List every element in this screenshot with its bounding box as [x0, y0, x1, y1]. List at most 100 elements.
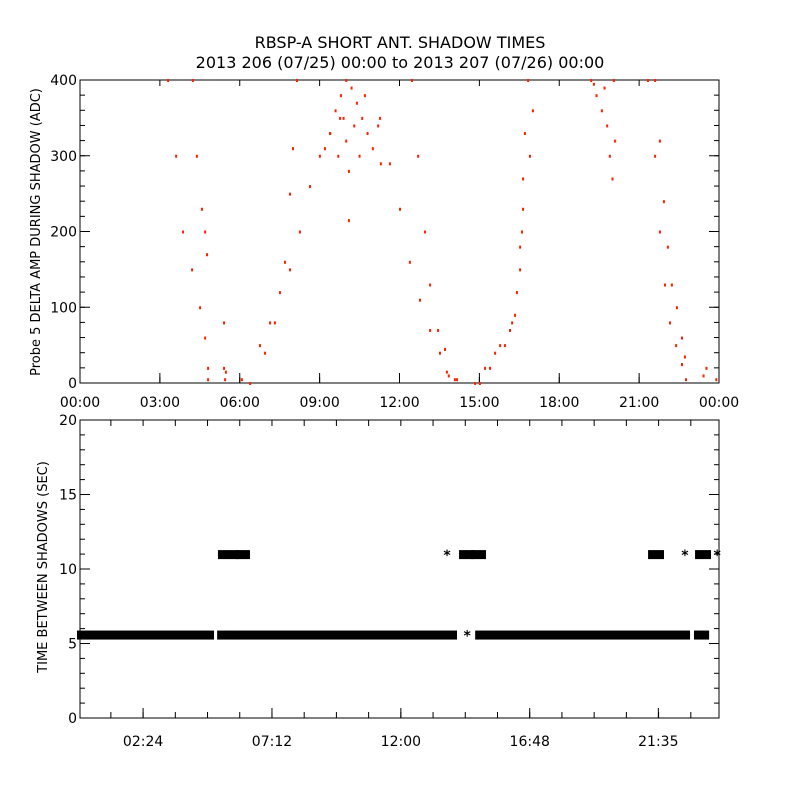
y-tick-label: 5: [68, 637, 77, 653]
data-point: [611, 177, 614, 181]
data-point: [508, 328, 511, 332]
data-point: [339, 94, 342, 98]
data-point: [345, 139, 348, 143]
data-point: [445, 370, 448, 374]
data-point: [350, 86, 353, 90]
data-point: [592, 82, 595, 86]
data-point: [284, 260, 287, 264]
x-tick-label: 03:00: [140, 395, 180, 411]
asterisk-marker: *: [443, 548, 451, 564]
data-point: [411, 79, 414, 82]
data-point: [199, 306, 202, 310]
data-point: [483, 366, 486, 370]
asterisk-run: [235, 550, 250, 560]
data-point: [675, 306, 678, 310]
chart-title: RBSP-A SHORT ANT. SHADOW TIMES: [255, 33, 546, 52]
asterisk-run: [217, 550, 239, 560]
y-tick-label: 100: [50, 300, 77, 316]
data-point: [429, 328, 432, 332]
data-point: [528, 154, 531, 158]
x-tick-label: 00:00: [699, 395, 739, 411]
chart-subtitle: 2013 206 (07/25) 00:00 to 2013 207 (07/2…: [196, 53, 605, 72]
x-tick-label: 18:00: [539, 395, 579, 411]
plot-frame: [79, 79, 720, 384]
data-point: [329, 132, 332, 136]
data-point: [363, 94, 366, 98]
data-point: [438, 351, 441, 355]
data-point: [456, 378, 459, 382]
data-point: [295, 79, 298, 82]
data-point: [608, 154, 611, 158]
data-point: [658, 139, 661, 143]
interval-plot: 0 5 10 15 20 02:24 07:12 12:00 16:48 21:35 * * * *: [59, 413, 721, 750]
data-point: [666, 245, 669, 249]
data-point: [519, 245, 522, 249]
x-tick-label: 06:00: [220, 395, 260, 411]
x-tick-label: 21:00: [619, 395, 659, 411]
data-point: [494, 351, 497, 355]
data-point: [527, 79, 530, 82]
y-tick-label: 400: [50, 73, 77, 89]
data-point: [264, 351, 267, 355]
data-point: [489, 366, 492, 370]
y-tick-label: 200: [50, 225, 77, 241]
asterisk-run: [459, 550, 474, 560]
y-tick-label: 0: [68, 711, 77, 727]
data-point: [167, 79, 170, 82]
amplitude-plot: 0 100 200 300 400 00:00 03:00 06:00 09:00 12:00 15…: [50, 73, 739, 411]
asterisk-run: [695, 550, 711, 560]
data-point: [206, 253, 209, 257]
data-point: [646, 79, 649, 82]
data-point: [355, 101, 358, 105]
x-tick-label: 12:00: [381, 734, 421, 750]
data-point: [323, 147, 326, 151]
data-point: [347, 169, 350, 173]
data-point: [191, 268, 194, 272]
asterisk-run: [77, 630, 215, 640]
data-point: [289, 268, 292, 272]
data-point: [499, 344, 502, 348]
asterisk-run: [217, 630, 238, 640]
data-point: [514, 313, 517, 317]
data-point: [337, 154, 340, 158]
data-point: [447, 374, 450, 378]
data-point: [654, 79, 657, 82]
data-point: [334, 109, 337, 113]
data-point: [658, 230, 661, 234]
data-point: [522, 177, 525, 181]
data-point: [379, 162, 382, 166]
data-point: [675, 344, 678, 348]
data-point: [377, 124, 380, 128]
data-point: [223, 366, 226, 370]
data-point: [207, 366, 210, 370]
data-point: [522, 207, 525, 211]
asterisk-run: [648, 550, 665, 560]
data-point: [204, 230, 207, 234]
data-point: [444, 347, 447, 351]
data-point: [191, 79, 194, 82]
data-point: [453, 378, 456, 382]
data-point: [224, 378, 227, 382]
data-point: [175, 154, 178, 158]
y-tick-label: 0: [68, 376, 77, 392]
asterisk-marker: *: [681, 548, 689, 564]
asterisk-marker: *: [713, 548, 721, 564]
data-point: [519, 268, 522, 272]
top-y-axis-label: Probe 5 DELTA AMP DURING SHADOW (ADC): [29, 88, 44, 376]
y-tick-label: 15: [59, 488, 77, 504]
data-point: [531, 109, 534, 113]
data-point: [223, 321, 226, 325]
data-point: [339, 116, 342, 120]
data-point: [353, 124, 356, 128]
data-point: [278, 291, 281, 295]
data-point: [520, 230, 523, 234]
bottom-y-axis-label: TIME BETWEEN SHADOWS (SEC): [36, 461, 51, 674]
data-point: [654, 154, 657, 158]
asterisk-marker: *: [463, 629, 471, 645]
data-point: [204, 336, 207, 340]
x-tick-label: 00:00: [60, 395, 100, 411]
data-point: [669, 321, 672, 325]
data-point: [298, 230, 301, 234]
